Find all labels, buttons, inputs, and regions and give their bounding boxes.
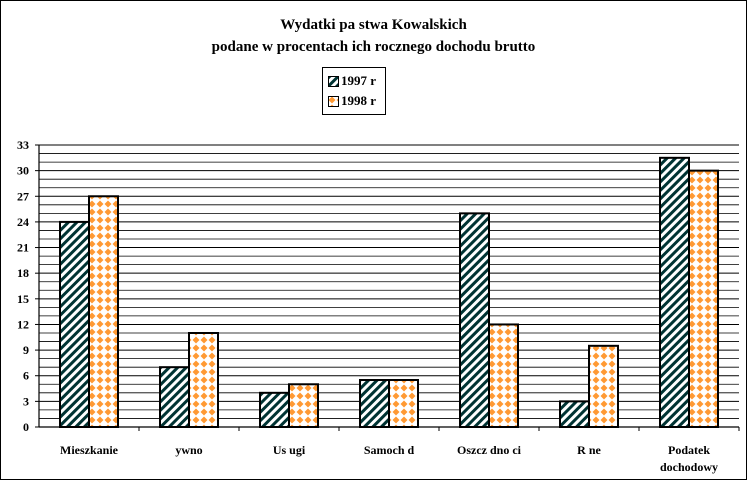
legend-label-1997: 1997 r bbox=[341, 73, 377, 88]
chart-title: Wydatki pa stwa Kowalskich bbox=[280, 17, 467, 33]
chart-subtitle: podane w procentach ich rocznego dochodu… bbox=[211, 39, 536, 55]
legend-label-1998: 1998 r bbox=[341, 93, 377, 108]
legend: 1997 r 1998 r bbox=[322, 67, 386, 115]
legend-item-1997: 1997 r bbox=[328, 73, 377, 88]
legend-swatch-1997 bbox=[328, 75, 339, 87]
legend-item-1998: 1998 r bbox=[328, 93, 377, 108]
legend-swatch-1998 bbox=[328, 95, 339, 107]
